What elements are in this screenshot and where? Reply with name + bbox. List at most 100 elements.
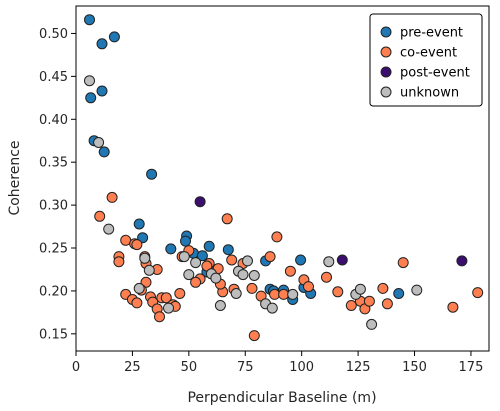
legend-label: pre-event (400, 26, 463, 41)
data-point-unknown (242, 255, 253, 267)
data-point-pre-event (84, 14, 95, 26)
data-point-co-event (106, 191, 118, 203)
data-point-co-event (381, 298, 393, 310)
y-tick-label: 0.20 (39, 284, 68, 299)
y-tick-label: 0.15 (39, 327, 68, 342)
legend-marker (380, 46, 392, 58)
y-tick-label: 0.35 (39, 156, 68, 171)
data-point-unknown (183, 269, 195, 281)
data-point-unknown (237, 269, 249, 281)
x-tick-label: 50 (181, 360, 198, 375)
data-point-co-event (120, 234, 132, 246)
data-point-unknown (323, 256, 335, 268)
x-tick-label: 25 (124, 360, 141, 375)
data-point-unknown (266, 302, 278, 314)
data-point-unknown (366, 318, 378, 330)
data-point-unknown (230, 288, 242, 299)
data-point-co-event (248, 330, 260, 342)
data-point-unknown (143, 264, 155, 276)
x-tick-label: 0 (72, 360, 80, 375)
data-point-co-event (284, 265, 296, 277)
data-point-co-event (160, 292, 172, 304)
data-point-co-event (246, 282, 258, 294)
data-point-unknown (84, 75, 95, 87)
legend-box (369, 13, 483, 107)
data-point-co-event (271, 231, 283, 243)
data-point-unknown (287, 288, 299, 300)
data-point-pre-event (203, 240, 215, 252)
data-point-co-event (131, 239, 143, 251)
data-point-co-event (397, 257, 409, 269)
x-tick-label: 100 (289, 360, 314, 375)
legend-marker (380, 86, 392, 98)
data-point-unknown (210, 272, 222, 284)
x-axis: 0 25 50 75 100 125 150 175 (72, 351, 484, 375)
data-point-co-event (190, 276, 202, 288)
data-point-unknown (93, 137, 105, 148)
data-point-co-event (332, 286, 344, 298)
legend: pre-event co-event post-event unknown (369, 13, 483, 107)
y-axis-label: Coherence (7, 140, 23, 215)
data-point-unknown (248, 270, 260, 281)
legend-marker (380, 26, 392, 38)
data-point-pre-event (96, 85, 108, 97)
data-point-pre-event (180, 235, 191, 247)
data-point-unknown (163, 302, 174, 314)
data-point-co-event (174, 288, 186, 299)
data-point-unknown (411, 284, 423, 296)
data-point-unknown (178, 251, 190, 263)
data-point-co-event (363, 295, 375, 307)
data-point-pre-event (165, 243, 177, 255)
data-point-post-event (194, 196, 206, 208)
data-point-co-event (131, 297, 143, 309)
x-tick-label: 150 (402, 360, 427, 375)
data-point-pre-event (222, 244, 234, 256)
data-point-pre-event (133, 218, 145, 230)
y-tick-label: 0.25 (39, 242, 68, 257)
legend-label: unknown (400, 86, 459, 101)
data-point-co-event (377, 282, 389, 294)
data-points (84, 14, 484, 342)
x-axis-label: Perpendicular Baseline (m) (187, 390, 376, 406)
data-point-co-event (113, 256, 125, 268)
data-point-unknown (139, 252, 151, 264)
y-tick-label: 0.40 (39, 113, 68, 128)
data-point-co-event (278, 288, 290, 300)
x-tick-label: 175 (459, 360, 484, 375)
x-tick-label: 75 (237, 360, 254, 375)
data-point-post-event (456, 255, 468, 267)
data-point-pre-event (98, 146, 110, 158)
data-point-co-event (154, 311, 165, 323)
data-point-co-event (321, 271, 332, 283)
data-point-co-event (447, 301, 459, 313)
x-tick-label: 125 (346, 360, 371, 375)
data-point-co-event (303, 281, 314, 293)
data-point-co-event (226, 254, 238, 266)
data-point-unknown (214, 300, 226, 311)
data-point-unknown (190, 257, 202, 269)
y-tick-label: 0.50 (39, 27, 68, 42)
data-point-unknown (354, 283, 366, 295)
data-point-co-event (345, 300, 357, 311)
legend-marker (380, 66, 392, 78)
y-tick-label: 0.45 (39, 70, 68, 85)
data-point-unknown (103, 223, 115, 235)
data-point-pre-event (146, 168, 158, 180)
data-point-post-event (336, 254, 348, 266)
data-point-pre-event (393, 288, 405, 299)
data-point-co-event (472, 287, 484, 299)
data-point-pre-event (108, 31, 120, 43)
data-point-unknown (133, 282, 145, 294)
y-tick-label: 0.30 (39, 199, 68, 214)
y-axis: 0.15 0.20 0.25 0.30 0.35 0.40 0.45 0.50 (39, 27, 76, 342)
data-point-pre-event (295, 254, 307, 266)
data-point-pre-event (96, 38, 108, 50)
data-point-pre-event (85, 92, 97, 104)
data-point-pre-event (196, 250, 208, 262)
legend-label: post-event (400, 66, 470, 81)
data-point-co-event (264, 251, 276, 263)
legend-label: co-event (400, 46, 457, 61)
data-point-co-event (94, 210, 106, 222)
data-point-co-event (221, 213, 233, 225)
